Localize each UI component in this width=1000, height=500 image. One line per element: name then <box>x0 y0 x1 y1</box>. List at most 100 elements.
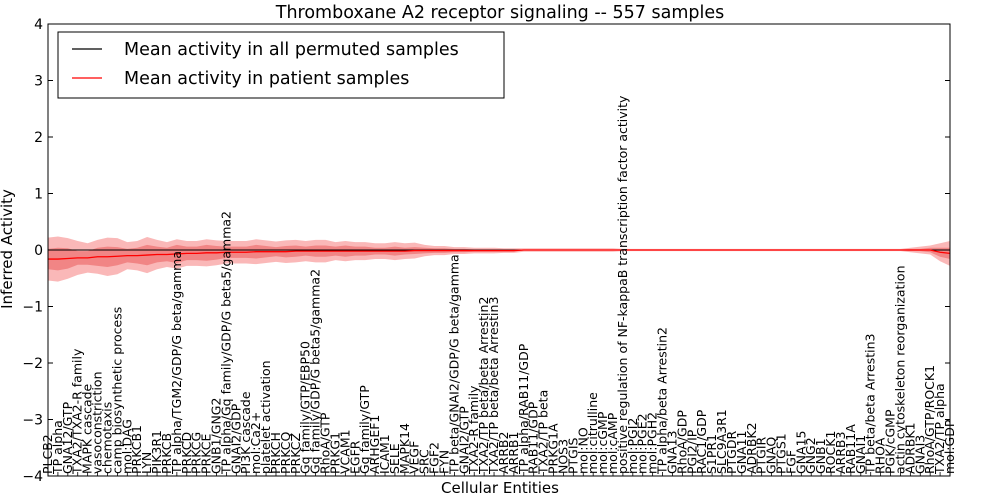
x-tick-label: GNB1/GNG2 <box>209 398 224 474</box>
x-tick-label: Gq family/GTP <box>357 385 372 474</box>
x-tick-label: MAPK cascade <box>80 383 95 474</box>
x-tick-label: TXA2/TP beta <box>536 390 551 475</box>
x-tick-label: TP beta/GNAI2/GDP/G beta/gamma <box>446 254 461 475</box>
x-tick-label: FGF <box>783 450 798 474</box>
x-tick-label: ARRB3 <box>833 432 848 474</box>
x-tick-label: TP alpha <box>50 420 65 475</box>
x-tick-label: PGK/cGMP <box>883 409 898 474</box>
x-axis-label: Cellular Entities <box>441 479 559 497</box>
x-tick-label: TXA2/TP alpha <box>932 383 947 475</box>
x-tick-label: PRKCG <box>189 432 204 474</box>
x-tick-label: GNA13 <box>664 431 679 475</box>
x-tick-label: TXA2/TP beta/beta Arrestin2 <box>476 297 491 475</box>
x-tick-label: TXA2/TP beta/beta Arrestin3 <box>486 297 501 475</box>
x-tick-label: GNA11 <box>734 431 749 475</box>
x-tick-label: PRKG1 <box>327 432 342 474</box>
x-tick-label: PRKCE <box>199 434 214 474</box>
x-tick-label: RAC1/GDP <box>694 409 709 474</box>
x-tick-label: VEGF <box>407 441 422 474</box>
x-tick-label: LYN <box>139 452 154 474</box>
x-tick-label: SRC <box>417 449 432 474</box>
x-tick-label: TXA2-R family <box>466 385 481 475</box>
y-tick-label: 2 <box>34 130 43 146</box>
x-tick-label: ARHGEF1 <box>367 415 382 474</box>
y-tick-label: −3 <box>22 413 43 429</box>
x-tick-label: Gq family/GDP/G beta5/gamma2 <box>308 269 323 474</box>
y-axis-label: Inferred Activity <box>0 189 16 309</box>
x-tick-label: PIK3R1 <box>149 430 164 474</box>
series-layer <box>48 249 951 260</box>
x-tick-label: actin cytoskeleton reorganization <box>892 265 907 474</box>
x-tick-label: SELE <box>387 443 402 474</box>
y-tick-label: 3 <box>34 74 43 90</box>
x-tick-label: FYN <box>436 450 451 474</box>
x-tick-label: RhoA/GTP/ROCK1 <box>922 365 937 474</box>
x-tick-label: Gq family/GTP/EBP50 <box>298 341 313 474</box>
x-tick-label: GNAI1 <box>853 435 868 474</box>
series-line-patient <box>48 249 951 260</box>
x-tick-label: mol:PGI2 <box>625 418 640 474</box>
y-tick-label: 4 <box>34 17 43 33</box>
x-tick-label: PTGIS <box>565 437 580 474</box>
x-tick-label: TP beta/beta Arrestin3 <box>863 334 878 476</box>
x-tick-label: VCAM1 <box>337 429 352 474</box>
x-tick-label: PRKCD <box>179 432 194 474</box>
x-tick-label: ICAM1 <box>377 434 392 474</box>
x-tick-label: PRKCZ <box>288 433 303 474</box>
y-tick-label: −4 <box>22 469 43 485</box>
x-tick-label: GNG2 <box>803 437 818 474</box>
x-tick-label: chemotaxis <box>99 402 114 474</box>
x-tick-label: mol:DAG <box>119 419 134 474</box>
x-tick-label: RAB11/GDP <box>526 401 541 474</box>
x-tick-label: SLC9A3R1 <box>714 409 729 474</box>
x-tick-label: PRKCQ <box>278 432 293 474</box>
x-tick-label: mol:PGE2 <box>635 413 650 474</box>
x-tick-label: RHOA <box>873 437 888 474</box>
x-tick-label: MAPK14 <box>397 423 412 474</box>
x-tick-label: RAB11A <box>843 424 858 474</box>
x-tick-label: PTGIR <box>754 436 769 474</box>
x-tick-label: positive regulation of NF-kappaB transcr… <box>615 95 630 474</box>
x-tick-label: PTGDR <box>724 431 739 474</box>
x-tick-label: RhoA/GTP <box>318 412 333 474</box>
x-tick-label: GNAQ <box>764 437 779 474</box>
x-tick-label: GNB1 <box>813 438 828 474</box>
y-tick-label: −1 <box>22 300 43 316</box>
x-tick-label: mol:cAMP <box>605 412 620 474</box>
x-tick-label: GNAI3 <box>912 435 927 474</box>
legend: Mean activity in all permuted samples Me… <box>57 31 505 99</box>
x-tick-label: ADRBK1 <box>902 422 917 474</box>
y-tick-label: 0 <box>34 243 43 259</box>
chart-title: Thromboxane A2 receptor signaling -- 557… <box>275 3 724 23</box>
x-tick-label: NOS3 <box>555 439 570 474</box>
x-tick-label: TP alpha/RAB11/GDP <box>516 343 531 475</box>
x-tick-label: mol:NO <box>575 427 590 474</box>
x-tick-label: FGF2 <box>427 442 442 474</box>
x-tick-label: platelet activation <box>258 360 273 474</box>
x-tick-label: TP alpha/TGM2/GDP/G beta/gamma <box>169 251 184 475</box>
x-tick-label: GNAI2/GTP <box>456 406 471 474</box>
x-tick-label: TP alpha/beta Arrestin2 <box>655 327 670 475</box>
x-tick-label: S1PR1 <box>704 434 719 474</box>
x-tick-label: TP alpha/Gq family/GDP/G beta5/gamma2 <box>218 211 233 475</box>
legend-label-patient: Mean activity in patient samples <box>124 69 409 89</box>
x-tick-label: mol:citrulline <box>585 392 600 474</box>
legend-box <box>57 31 505 99</box>
x-tick-label: PRKCB1 <box>129 425 144 474</box>
x-tick-label: GNAI2/GDP <box>228 403 243 474</box>
x-tick-label: PRKCH <box>268 432 283 474</box>
x-tick-label: mol:PGH2 <box>645 412 660 474</box>
x-tick-label: TXA2/TXA2-R family <box>70 348 85 475</box>
y-tick-label: 1 <box>34 187 43 203</box>
plot-frame <box>47 23 951 477</box>
x-tick-label: EGFR <box>347 440 362 474</box>
x-tick-label: ARRB1 <box>506 432 521 474</box>
x-tick-label: mol:cGMP <box>595 411 610 474</box>
x-tick-label: PI3K cascade <box>238 391 253 474</box>
y-tick-layer: −4 −3 −2 −1 0 1 2 3 4 <box>22 17 950 485</box>
x-tick-label: mol:Ca2+ <box>248 412 263 474</box>
x-tick-label: ROCK1 <box>823 431 838 474</box>
x-tick-label: ADRBK2 <box>744 422 759 474</box>
